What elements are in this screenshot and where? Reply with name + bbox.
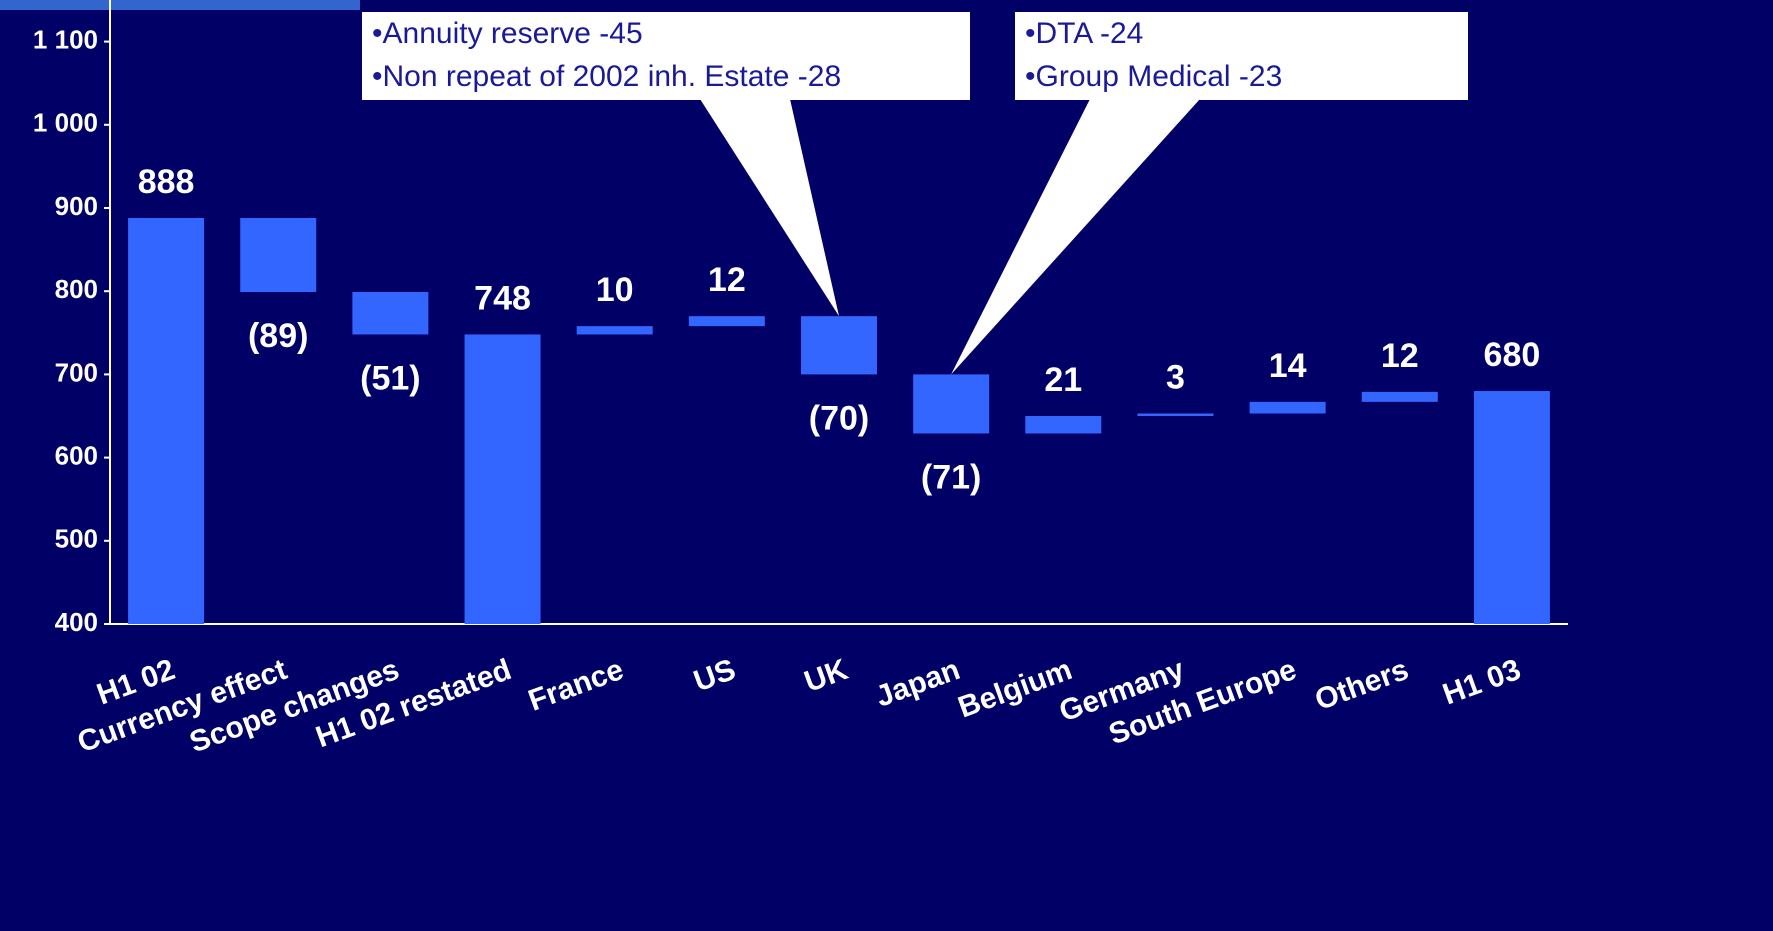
bar [688, 316, 765, 327]
value-label: (70) [809, 399, 869, 437]
y-tick-label: 500 [55, 524, 98, 554]
callout-text: •DTA -24 [1025, 17, 1143, 50]
bar [1025, 416, 1102, 434]
callout-pointer [700, 99, 839, 317]
bar [913, 374, 990, 434]
bar [240, 217, 317, 293]
callout-text: •Annuity reserve -45 [372, 17, 643, 50]
y-tick-label: 1 100 [33, 24, 98, 54]
bar [801, 316, 877, 375]
callout-text: •Group Medical -23 [1025, 60, 1282, 93]
value-label: 21 [1044, 361, 1082, 399]
value-label: 14 [1269, 347, 1307, 385]
y-tick-label: 800 [55, 274, 98, 304]
callout-text: •Non repeat of 2002 inh. Estate -28 [372, 60, 841, 93]
y-tick-label: 900 [55, 191, 98, 221]
y-tick-label: 400 [55, 607, 98, 637]
value-label: 12 [1381, 337, 1419, 375]
value-label: (51) [360, 359, 420, 397]
callout-pointer [951, 99, 1200, 375]
callout-box [362, 12, 970, 100]
value-label: 3 [1166, 358, 1185, 396]
value-label: (71) [921, 458, 981, 496]
value-label: (89) [248, 317, 308, 355]
value-label: 680 [1484, 336, 1541, 374]
bar [1473, 391, 1550, 624]
y-tick-label: 700 [55, 357, 98, 387]
header-strip [0, 0, 360, 10]
y-tick-label: 600 [55, 440, 98, 470]
bar [576, 326, 653, 335]
value-label: 888 [138, 163, 195, 201]
bar [1361, 391, 1438, 402]
value-label: 12 [708, 261, 746, 299]
bar [1137, 413, 1214, 416]
bar [352, 292, 429, 335]
bar [464, 334, 541, 624]
callout-box [1015, 12, 1468, 100]
value-label: 748 [474, 279, 531, 317]
bar [1249, 401, 1326, 414]
value-label: 10 [596, 271, 634, 309]
bar [128, 217, 205, 624]
y-tick-label: 1 000 [33, 108, 98, 138]
